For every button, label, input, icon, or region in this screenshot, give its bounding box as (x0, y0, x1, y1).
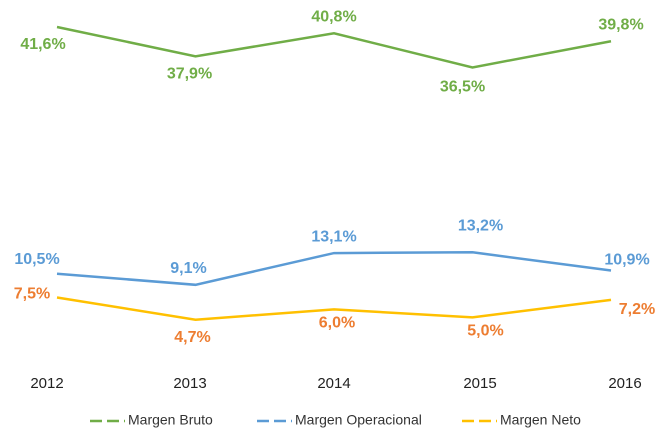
series-line (56, 25, 612, 69)
data-label: 7,5% (14, 286, 50, 303)
data-label: 13,1% (311, 228, 356, 245)
legend-label: Margen Operacional (295, 412, 422, 428)
data-label: 13,2% (458, 217, 503, 234)
data-label: 9,1% (170, 260, 206, 277)
data-label: 10,5% (14, 251, 59, 268)
legend-label: Margen Bruto (128, 412, 213, 428)
x-tick-label: 2014 (317, 375, 350, 392)
data-label: 36,5% (440, 79, 485, 96)
series-line (56, 251, 612, 287)
series-line (56, 296, 612, 321)
data-label: 39,8% (598, 16, 643, 33)
data-label: 37,9% (167, 66, 212, 83)
x-tick-label: 2015 (463, 375, 496, 392)
x-tick-label: 2016 (608, 375, 641, 392)
legend-label: Margen Neto (500, 412, 581, 428)
data-label: 7,2% (619, 301, 655, 318)
data-label: 10,9% (604, 252, 649, 269)
data-label: 40,8% (311, 9, 356, 26)
data-label: 6,0% (319, 315, 355, 332)
data-label: 41,6% (20, 36, 65, 53)
data-label: 4,7% (174, 329, 210, 346)
x-tick-label: 2012 (30, 375, 63, 392)
data-label: 5,0% (467, 323, 503, 340)
x-tick-label: 2013 (173, 375, 206, 392)
